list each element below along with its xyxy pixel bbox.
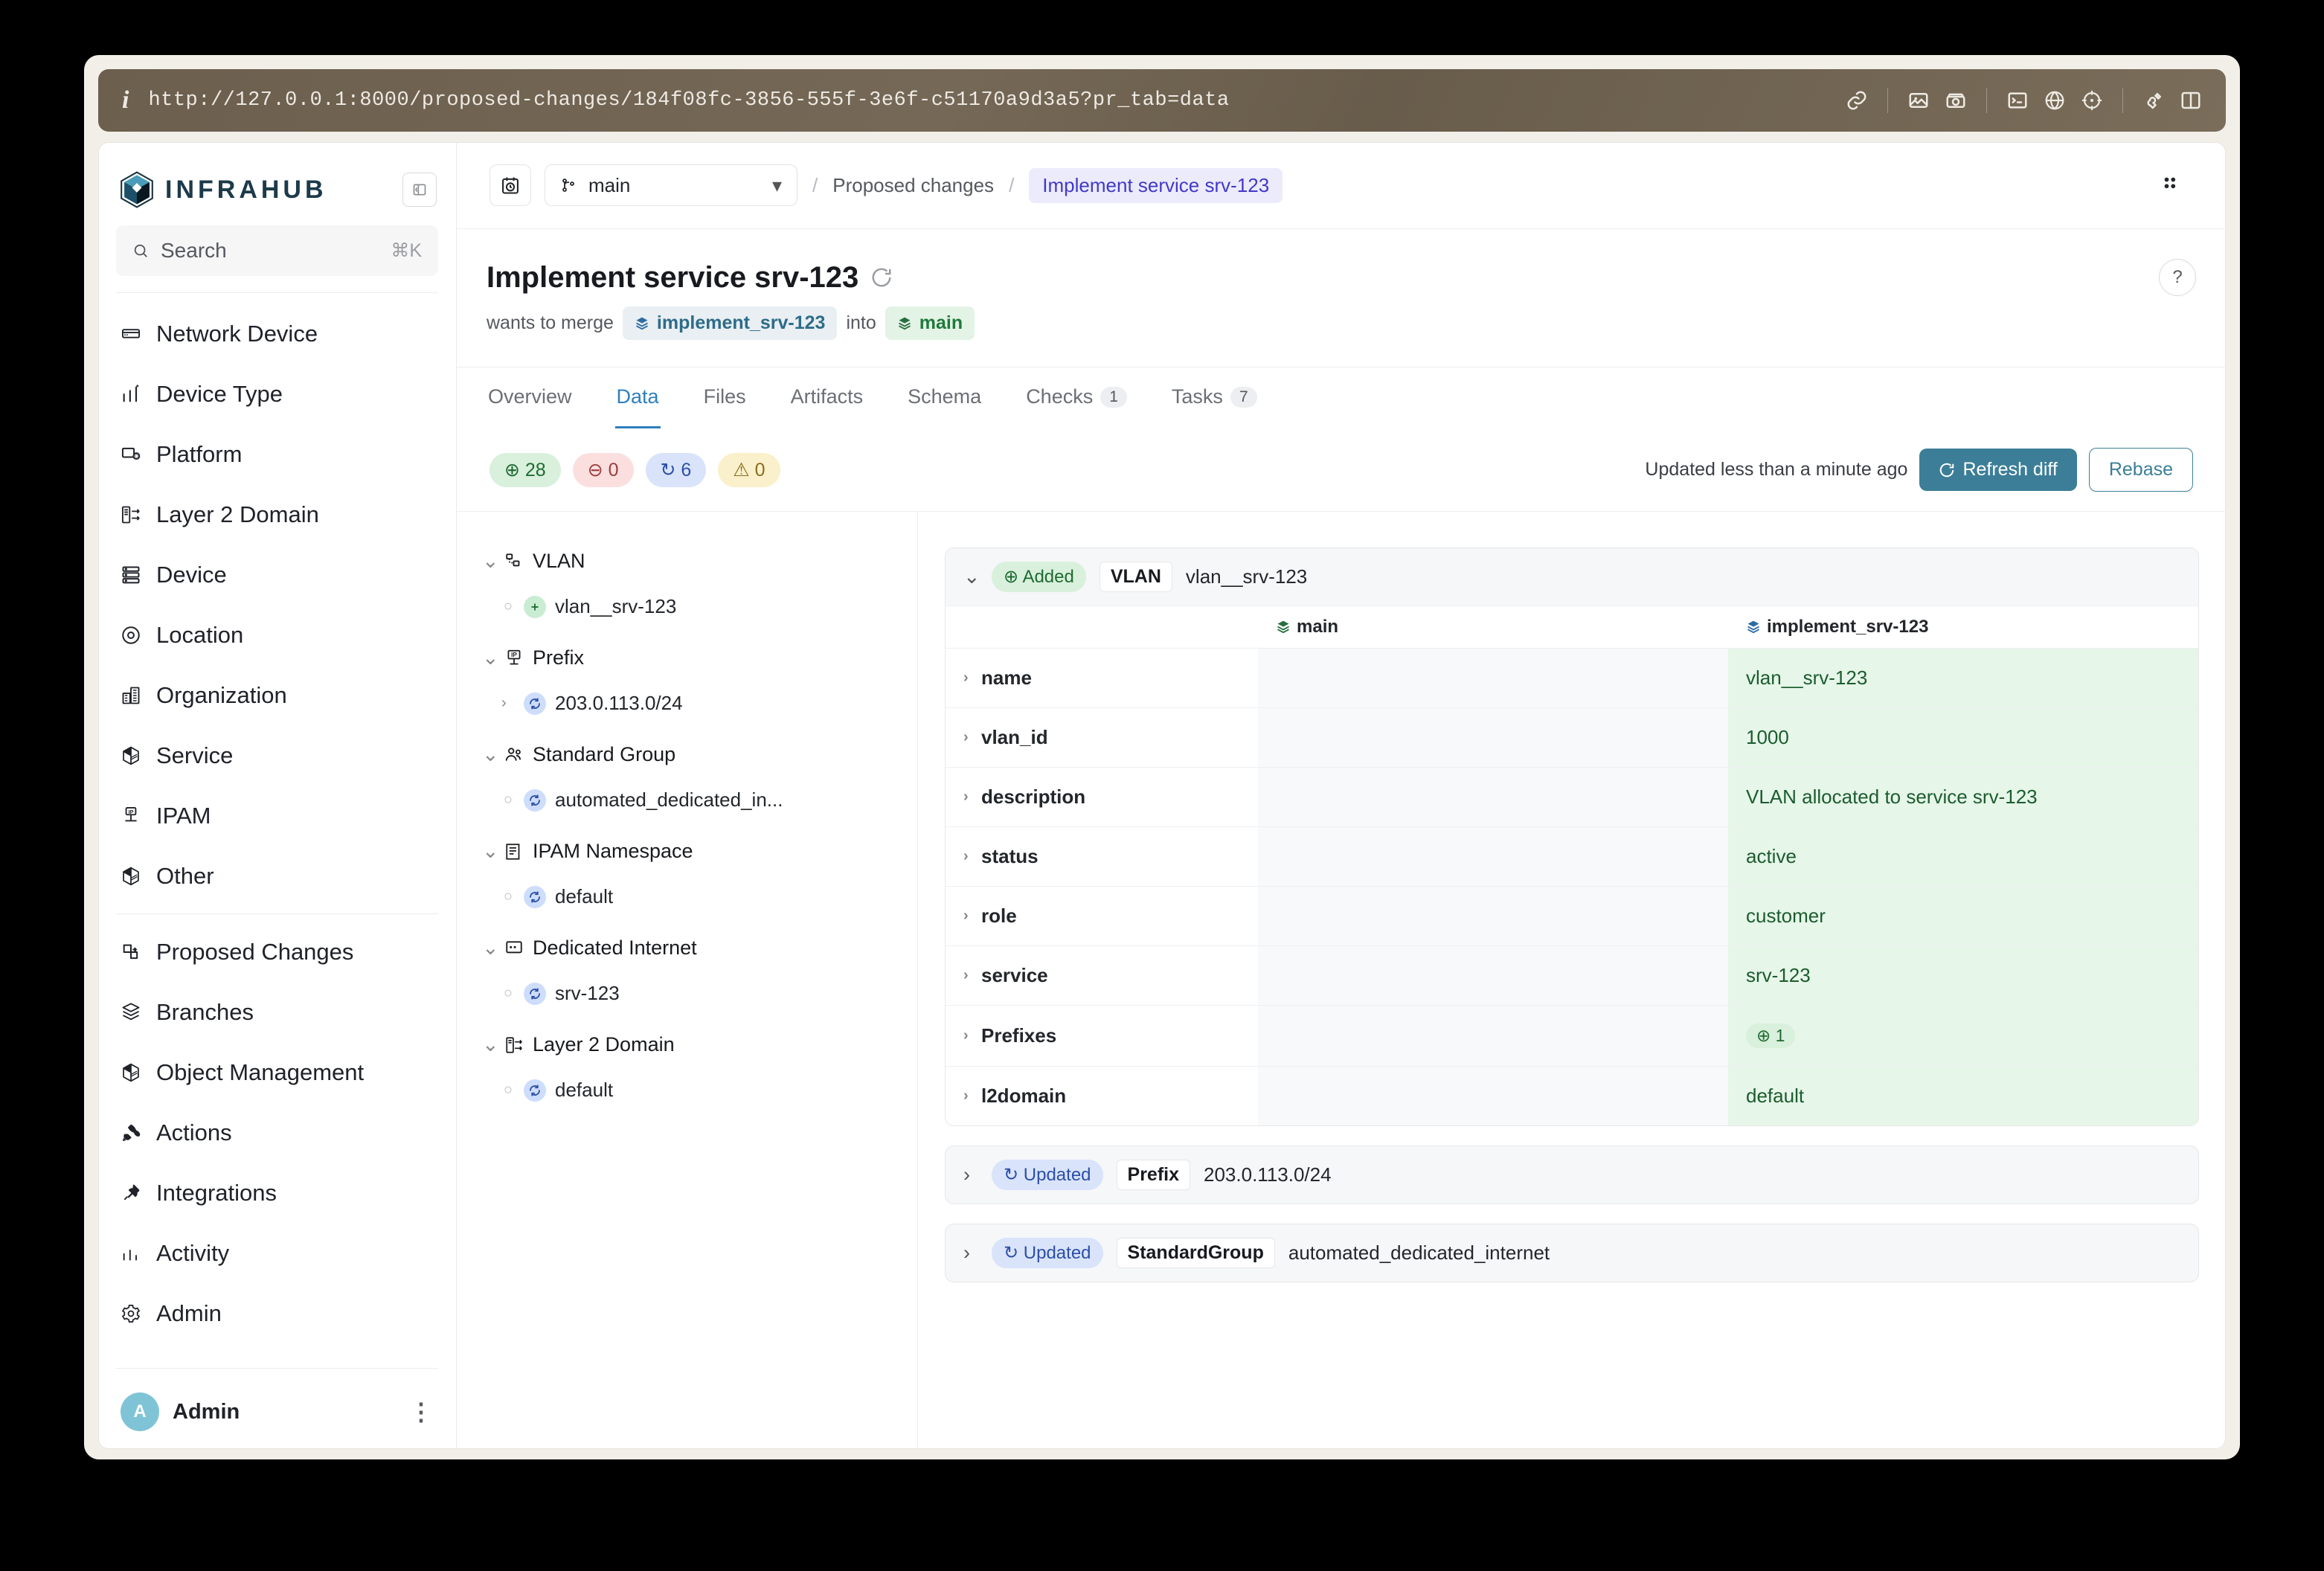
svg-text:IP: IP	[129, 808, 134, 815]
svg-text:IP: IP	[511, 652, 517, 658]
